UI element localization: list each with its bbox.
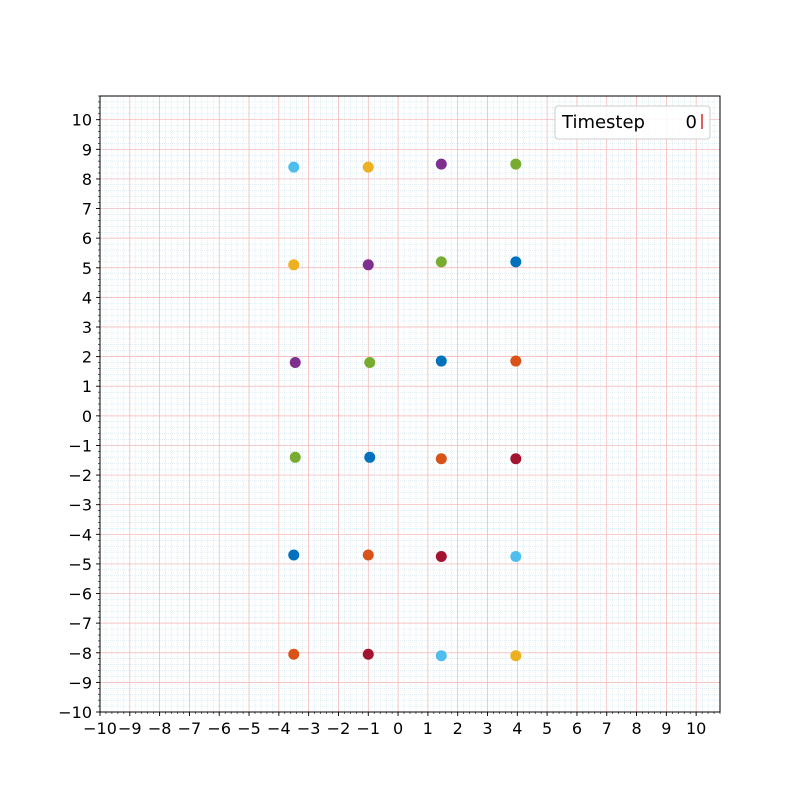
- tick-layer: −10 −9 −8 −7 −6 −5 −4 −3 −2 −1 0 1 2 3 4 5 6 7 8 9 10−10−9−8…: [58, 95, 721, 738]
- y-tick-label: −2: [68, 466, 92, 485]
- y-tick-label: 9: [82, 140, 92, 159]
- scatter-point: [510, 355, 522, 367]
- y-tick-label: −4: [68, 525, 92, 544]
- x-tick-label: 6: [572, 719, 582, 738]
- scatter-point: [510, 256, 522, 268]
- y-tick-label: 6: [82, 229, 92, 248]
- scatter-point: [510, 158, 522, 170]
- y-tick-label: 1: [82, 377, 92, 396]
- scatter-point: [510, 551, 522, 563]
- y-tick-label: −1: [68, 436, 92, 455]
- x-tick-label: 9: [661, 719, 671, 738]
- scatter-point: [289, 451, 301, 463]
- x-tick-label: 3: [482, 719, 492, 738]
- x-tick-label: −1: [356, 719, 380, 738]
- y-tick-label: 7: [82, 200, 92, 219]
- x-tick-label: 1: [423, 719, 433, 738]
- scatter-point: [288, 648, 300, 660]
- y-tick-label: 10: [72, 111, 92, 130]
- legend-label: Timestep: [561, 112, 645, 133]
- x-tick-label: 2: [453, 719, 463, 738]
- x-tick-label: −8: [148, 719, 172, 738]
- x-tick-label: −10: [83, 719, 117, 738]
- scatter-point: [510, 453, 522, 465]
- x-tick-label: 10: [686, 719, 706, 738]
- plot-frame: [99, 95, 721, 713]
- scatter-point: [288, 161, 300, 173]
- scatter-point: [435, 650, 447, 662]
- y-tick-label: 3: [82, 318, 92, 337]
- scatter-point: [435, 355, 447, 367]
- scatter-point: [435, 453, 447, 465]
- scatter-point: [435, 551, 447, 563]
- scatter-point: [435, 158, 447, 170]
- y-tick-label: 2: [82, 348, 92, 367]
- x-tick-label: 4: [512, 719, 522, 738]
- scatter-point: [364, 451, 376, 463]
- scatter-point: [364, 357, 376, 369]
- grid-layer: [99, 95, 721, 713]
- scatter-point: [362, 549, 374, 561]
- y-tick-label: 4: [82, 288, 92, 307]
- y-tick-label: 0: [82, 407, 92, 426]
- scatter-point: [435, 256, 447, 268]
- y-tick-label: −5: [68, 555, 92, 574]
- y-tick-label: −10: [58, 703, 92, 722]
- scatter-point: [362, 259, 374, 271]
- x-tick-label: 7: [602, 719, 612, 738]
- y-tick-label: −3: [68, 496, 92, 515]
- y-tick-label: −8: [68, 644, 92, 663]
- scatter-point: [362, 648, 374, 660]
- y-tick-label: 5: [82, 259, 92, 278]
- scatter-point: [362, 161, 374, 173]
- legend-value: 0: [686, 112, 697, 133]
- x-tick-label: −5: [237, 719, 261, 738]
- y-tick-label: −9: [68, 673, 92, 692]
- scatter-point: [288, 259, 300, 271]
- y-tick-label: −6: [68, 585, 92, 604]
- x-tick-label: −7: [178, 719, 202, 738]
- x-tick-label: −3: [297, 719, 321, 738]
- scatter-point: [288, 549, 300, 561]
- x-tick-label: 0: [393, 719, 403, 738]
- x-tick-label: −6: [207, 719, 231, 738]
- legend: Timestep 0: [554, 105, 711, 140]
- x-tick-label: −4: [267, 719, 291, 738]
- x-tick-label: −9: [118, 719, 142, 738]
- x-tick-label: 8: [631, 719, 641, 738]
- legend-box: [554, 105, 711, 140]
- x-tick-label: −2: [327, 719, 351, 738]
- y-tick-label: 8: [82, 170, 92, 189]
- scatter-point: [510, 650, 522, 662]
- scatter-point: [289, 357, 301, 369]
- y-tick-label: −7: [68, 614, 92, 633]
- point-layer: [288, 158, 522, 662]
- x-tick-label: 5: [542, 719, 552, 738]
